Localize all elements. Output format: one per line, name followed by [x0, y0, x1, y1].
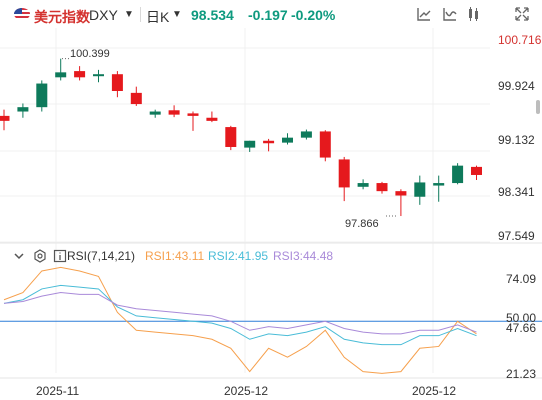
candle-body — [433, 183, 445, 186]
candle-body — [300, 131, 312, 138]
candle-body — [263, 140, 275, 144]
candle-body — [111, 74, 123, 92]
rsi1-value: RSI1:43.11 — [145, 249, 205, 263]
candle-body — [130, 92, 142, 105]
candle-body — [452, 165, 464, 184]
candle-body — [225, 127, 237, 147]
fullscreen-icon[interactable] — [513, 5, 531, 23]
date-axis-label: 2025-12 — [224, 384, 269, 398]
rsi-axis-label: 74.09 — [506, 272, 537, 286]
symbol-code[interactable]: DXY — [89, 7, 118, 23]
rsi3-value: RSI3:44.48 — [273, 249, 334, 263]
candle-body — [471, 166, 482, 175]
price-axis-label: 99.132 — [498, 133, 535, 147]
price-change: -0.197 — [248, 7, 288, 23]
candle-body — [282, 137, 293, 143]
rsi-axis-label: 21.23 — [506, 367, 537, 381]
us-flag-icon — [14, 8, 30, 20]
rsi-axis-label: 47.66 — [506, 321, 537, 335]
settings-icon[interactable] — [33, 249, 47, 263]
candle-body — [376, 183, 388, 192]
period-dropdown-icon[interactable]: ▼ — [172, 9, 182, 20]
rsi2-value: RSI2:41.95 — [208, 249, 269, 263]
price-axis-label: 99.924 — [498, 79, 535, 93]
high-price-annotation: 100.399 — [70, 48, 110, 60]
rsi-axis-label: 50.00 — [506, 311, 537, 325]
symbol-name[interactable]: 美元指数 — [34, 9, 90, 25]
rsi3-line — [3, 292, 477, 335]
low-price-annotation: 97.866 — [345, 218, 379, 230]
rsi-header: RSI(7,14,21) RSI1:43.11 RSI2:41.95 RSI3:… — [0, 247, 542, 265]
info-icon[interactable] — [53, 249, 67, 263]
candle-body — [36, 83, 48, 108]
candle-body — [74, 71, 86, 78]
divider — [140, 7, 141, 22]
date-axis-label: 2025-12 — [412, 384, 457, 398]
candlestick-chart[interactable] — [0, 28, 542, 400]
candle-body — [0, 115, 10, 121]
rsi1-line — [3, 266, 477, 374]
price-change-percent: -0.20% — [291, 7, 336, 23]
rsi-title: RSI(7,14,21) — [67, 249, 136, 263]
price-axis-label: 100.716 — [498, 33, 542, 47]
last-price: 98.534 — [191, 7, 234, 23]
collapse-icon[interactable] — [12, 249, 26, 263]
candle-body — [395, 191, 407, 196]
rsi2-line — [3, 284, 477, 346]
adjust-icon[interactable] — [465, 5, 483, 23]
candle-body — [93, 74, 104, 77]
symbol-header: 美元指数 DXY ▼ 日K ▼ 98.534 -0.197 -0.20% — [0, 0, 542, 28]
candle-body — [357, 183, 369, 187]
candle-body — [338, 159, 350, 188]
candle-body — [206, 117, 218, 121]
candle-body — [55, 72, 67, 78]
draw-line-icon[interactable] — [415, 5, 433, 23]
candle-body — [414, 182, 426, 197]
candle-body — [319, 131, 331, 158]
price-axis-label: 97.549 — [498, 229, 535, 243]
period-selector[interactable]: 日K — [146, 9, 170, 25]
candle-body — [17, 107, 29, 112]
date-axis-label: 2025-11 — [36, 384, 80, 398]
scrollbar[interactable] — [536, 100, 540, 114]
candle-body — [149, 111, 161, 115]
indicator-icon[interactable] — [441, 5, 459, 23]
candle-body — [187, 113, 199, 116]
price-axis-label: 98.341 — [498, 185, 535, 199]
candle-body — [244, 140, 256, 148]
candle-body — [168, 110, 180, 115]
symbol-dropdown-icon[interactable]: ▼ — [124, 9, 134, 20]
